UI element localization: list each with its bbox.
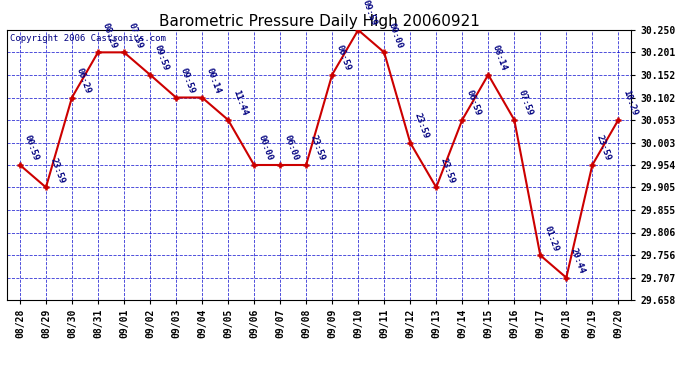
Text: 06:59: 06:59 — [335, 44, 353, 72]
Text: 06:00: 06:00 — [283, 134, 301, 162]
Text: 23:59: 23:59 — [439, 156, 457, 184]
Text: 06:59: 06:59 — [465, 89, 482, 117]
Text: 23:59: 23:59 — [309, 134, 326, 162]
Text: 00:00: 00:00 — [387, 21, 404, 50]
Text: 23:59: 23:59 — [595, 134, 613, 162]
Text: 00:14: 00:14 — [205, 66, 222, 95]
Text: 20:44: 20:44 — [569, 246, 586, 275]
Text: 09:59: 09:59 — [152, 44, 170, 72]
Text: 00:59: 00:59 — [23, 134, 40, 162]
Title: Barometric Pressure Daily High 20060921: Barometric Pressure Daily High 20060921 — [159, 14, 480, 29]
Text: 01:29: 01:29 — [543, 224, 561, 252]
Text: 10:29: 10:29 — [621, 89, 639, 117]
Text: 11:44: 11:44 — [231, 89, 248, 117]
Text: 07:59: 07:59 — [517, 89, 535, 117]
Text: 07:59: 07:59 — [127, 21, 144, 50]
Text: 06:29: 06:29 — [75, 66, 92, 95]
Text: 08:29: 08:29 — [101, 21, 119, 50]
Text: 23:59: 23:59 — [413, 111, 431, 140]
Text: 09:59: 09:59 — [179, 66, 197, 95]
Text: 08:14: 08:14 — [491, 44, 509, 72]
Text: 09:59: 09:59 — [361, 0, 379, 27]
Text: 23:59: 23:59 — [49, 156, 66, 184]
Text: Copyright 2006 Castronics.com: Copyright 2006 Castronics.com — [10, 34, 166, 43]
Text: 00:00: 00:00 — [257, 134, 275, 162]
